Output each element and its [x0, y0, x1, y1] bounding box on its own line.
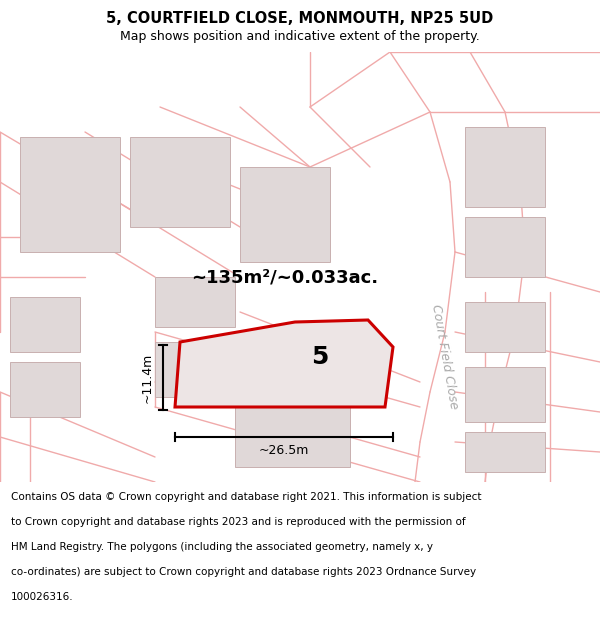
- Polygon shape: [10, 362, 80, 417]
- Polygon shape: [10, 297, 80, 352]
- Polygon shape: [155, 277, 235, 327]
- Polygon shape: [465, 302, 545, 352]
- Polygon shape: [130, 137, 230, 227]
- Text: ~26.5m: ~26.5m: [259, 444, 309, 458]
- Polygon shape: [465, 367, 545, 422]
- Text: to Crown copyright and database rights 2023 and is reproduced with the permissio: to Crown copyright and database rights 2…: [11, 517, 466, 527]
- Polygon shape: [175, 320, 393, 407]
- Polygon shape: [465, 217, 545, 277]
- Text: ~11.4m: ~11.4m: [140, 352, 154, 402]
- Text: HM Land Registry. The polygons (including the associated geometry, namely x, y: HM Land Registry. The polygons (includin…: [11, 542, 433, 552]
- Polygon shape: [155, 342, 235, 397]
- Text: Map shows position and indicative extent of the property.: Map shows position and indicative extent…: [120, 29, 480, 42]
- Text: 5: 5: [311, 346, 328, 369]
- Text: co-ordinates) are subject to Crown copyright and database rights 2023 Ordnance S: co-ordinates) are subject to Crown copyr…: [11, 567, 476, 577]
- Text: Contains OS data © Crown copyright and database right 2021. This information is : Contains OS data © Crown copyright and d…: [11, 492, 481, 502]
- Polygon shape: [20, 137, 120, 252]
- Polygon shape: [235, 407, 350, 467]
- Polygon shape: [240, 167, 330, 262]
- Polygon shape: [465, 127, 545, 207]
- Text: Court Field Close: Court Field Close: [430, 304, 461, 411]
- Text: ~135m²/~0.033ac.: ~135m²/~0.033ac.: [191, 268, 379, 286]
- Text: 100026316.: 100026316.: [11, 592, 73, 602]
- Polygon shape: [465, 432, 545, 472]
- Text: 5, COURTFIELD CLOSE, MONMOUTH, NP25 5UD: 5, COURTFIELD CLOSE, MONMOUTH, NP25 5UD: [106, 11, 494, 26]
